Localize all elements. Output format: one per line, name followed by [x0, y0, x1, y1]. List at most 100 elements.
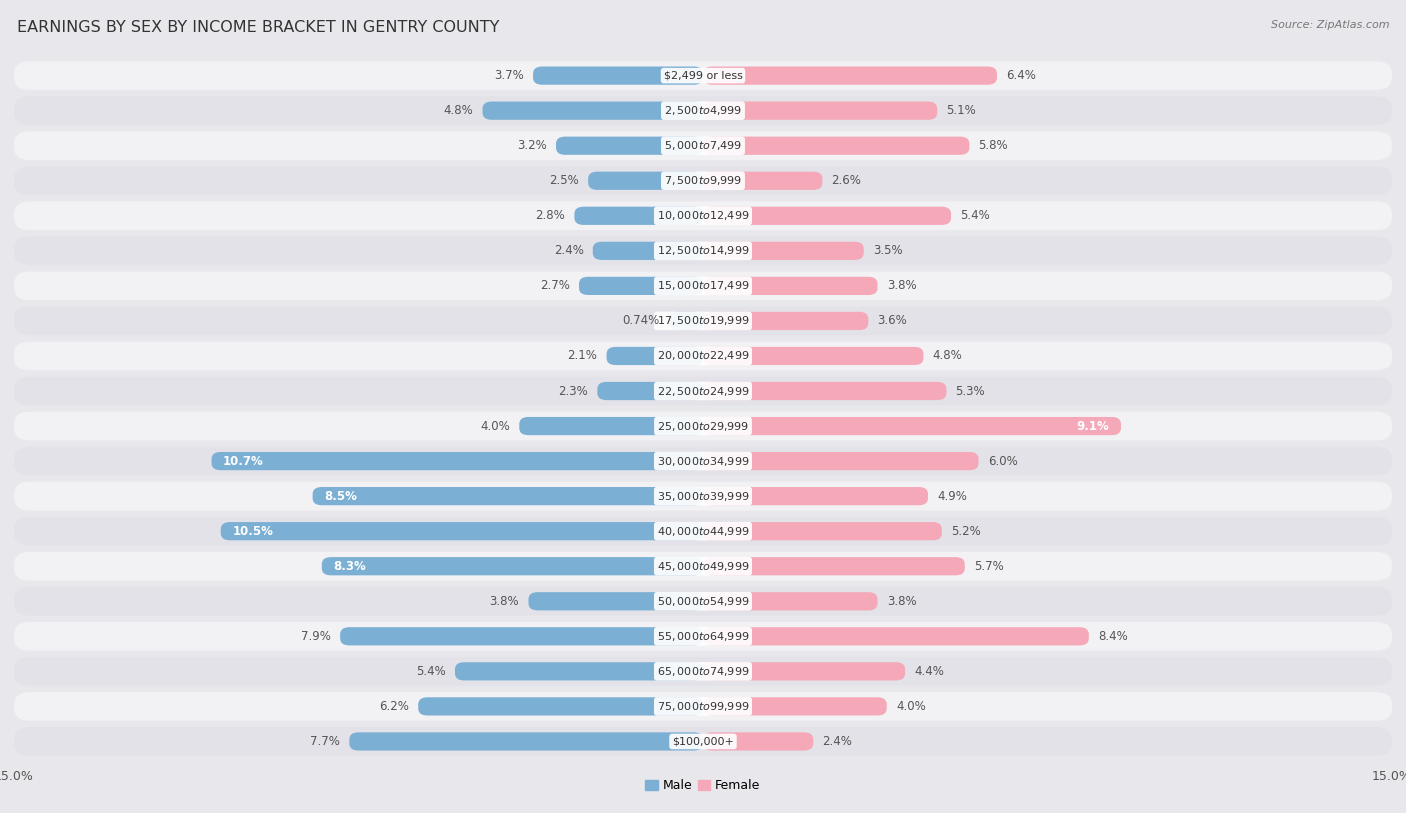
FancyBboxPatch shape — [703, 347, 924, 365]
Text: 6.2%: 6.2% — [380, 700, 409, 713]
FancyBboxPatch shape — [703, 452, 979, 470]
Text: $10,000 to $12,499: $10,000 to $12,499 — [657, 209, 749, 222]
Text: $30,000 to $34,999: $30,000 to $34,999 — [657, 454, 749, 467]
FancyBboxPatch shape — [14, 727, 1392, 756]
FancyBboxPatch shape — [14, 61, 1392, 90]
FancyBboxPatch shape — [579, 276, 703, 295]
Text: 2.8%: 2.8% — [536, 209, 565, 222]
Text: 4.8%: 4.8% — [932, 350, 962, 363]
Text: $65,000 to $74,999: $65,000 to $74,999 — [657, 665, 749, 678]
FancyBboxPatch shape — [14, 132, 1392, 160]
Text: 2.7%: 2.7% — [540, 280, 569, 293]
FancyBboxPatch shape — [703, 67, 997, 85]
Text: $75,000 to $99,999: $75,000 to $99,999 — [657, 700, 749, 713]
FancyBboxPatch shape — [14, 411, 1392, 441]
FancyBboxPatch shape — [349, 733, 703, 750]
FancyBboxPatch shape — [606, 347, 703, 365]
FancyBboxPatch shape — [14, 96, 1392, 125]
Text: 3.7%: 3.7% — [494, 69, 524, 82]
Text: 8.4%: 8.4% — [1098, 630, 1128, 643]
FancyBboxPatch shape — [703, 698, 887, 715]
Text: 4.8%: 4.8% — [444, 104, 474, 117]
Text: 9.1%: 9.1% — [1077, 420, 1109, 433]
Text: 5.3%: 5.3% — [956, 385, 986, 398]
FancyBboxPatch shape — [14, 587, 1392, 615]
FancyBboxPatch shape — [555, 137, 703, 154]
Text: $2,500 to $4,999: $2,500 to $4,999 — [664, 104, 742, 117]
Text: 4.0%: 4.0% — [481, 420, 510, 433]
FancyBboxPatch shape — [14, 552, 1392, 580]
Text: $45,000 to $49,999: $45,000 to $49,999 — [657, 559, 749, 572]
Text: $2,499 or less: $2,499 or less — [664, 71, 742, 80]
Text: $50,000 to $54,999: $50,000 to $54,999 — [657, 595, 749, 608]
Text: 7.9%: 7.9% — [301, 630, 330, 643]
Text: $25,000 to $29,999: $25,000 to $29,999 — [657, 420, 749, 433]
FancyBboxPatch shape — [221, 522, 703, 541]
FancyBboxPatch shape — [456, 663, 703, 680]
Text: $20,000 to $22,499: $20,000 to $22,499 — [657, 350, 749, 363]
FancyBboxPatch shape — [340, 627, 703, 646]
Text: 5.8%: 5.8% — [979, 139, 1008, 152]
FancyBboxPatch shape — [312, 487, 703, 505]
Text: Source: ZipAtlas.com: Source: ZipAtlas.com — [1271, 20, 1389, 30]
FancyBboxPatch shape — [703, 557, 965, 576]
FancyBboxPatch shape — [703, 663, 905, 680]
FancyBboxPatch shape — [533, 67, 703, 85]
Text: 3.2%: 3.2% — [517, 139, 547, 152]
FancyBboxPatch shape — [703, 522, 942, 541]
Text: 6.4%: 6.4% — [1007, 69, 1036, 82]
Text: 4.0%: 4.0% — [896, 700, 925, 713]
FancyBboxPatch shape — [593, 241, 703, 260]
Text: 2.4%: 2.4% — [823, 735, 852, 748]
FancyBboxPatch shape — [703, 627, 1088, 646]
Text: 5.2%: 5.2% — [950, 524, 981, 537]
FancyBboxPatch shape — [703, 241, 863, 260]
Text: $17,500 to $19,999: $17,500 to $19,999 — [657, 315, 749, 328]
FancyBboxPatch shape — [482, 102, 703, 120]
Text: 2.1%: 2.1% — [568, 350, 598, 363]
FancyBboxPatch shape — [703, 102, 938, 120]
Text: 2.3%: 2.3% — [558, 385, 588, 398]
Text: 4.4%: 4.4% — [914, 665, 945, 678]
Text: $40,000 to $44,999: $40,000 to $44,999 — [657, 524, 749, 537]
Text: 5.4%: 5.4% — [960, 209, 990, 222]
Legend: Male, Female: Male, Female — [641, 774, 765, 797]
Text: 4.9%: 4.9% — [938, 489, 967, 502]
Text: $55,000 to $64,999: $55,000 to $64,999 — [657, 630, 749, 643]
FancyBboxPatch shape — [14, 657, 1392, 685]
Text: 3.5%: 3.5% — [873, 245, 903, 258]
FancyBboxPatch shape — [598, 382, 703, 400]
FancyBboxPatch shape — [14, 482, 1392, 511]
FancyBboxPatch shape — [575, 207, 703, 225]
FancyBboxPatch shape — [703, 172, 823, 190]
FancyBboxPatch shape — [669, 312, 703, 330]
Text: 2.5%: 2.5% — [550, 174, 579, 187]
FancyBboxPatch shape — [703, 312, 869, 330]
Text: $100,000+: $100,000+ — [672, 737, 734, 746]
Text: 3.8%: 3.8% — [489, 595, 519, 608]
Text: $12,500 to $14,999: $12,500 to $14,999 — [657, 245, 749, 258]
FancyBboxPatch shape — [14, 622, 1392, 650]
FancyBboxPatch shape — [322, 557, 703, 576]
Text: 0.74%: 0.74% — [623, 315, 659, 328]
Text: $15,000 to $17,499: $15,000 to $17,499 — [657, 280, 749, 293]
FancyBboxPatch shape — [588, 172, 703, 190]
Text: 5.7%: 5.7% — [974, 559, 1004, 572]
Text: EARNINGS BY SEX BY INCOME BRACKET IN GENTRY COUNTY: EARNINGS BY SEX BY INCOME BRACKET IN GEN… — [17, 20, 499, 35]
Text: 8.3%: 8.3% — [333, 559, 366, 572]
FancyBboxPatch shape — [703, 417, 1121, 435]
Text: 5.4%: 5.4% — [416, 665, 446, 678]
FancyBboxPatch shape — [14, 341, 1392, 371]
Text: 8.5%: 8.5% — [323, 489, 357, 502]
FancyBboxPatch shape — [14, 307, 1392, 335]
FancyBboxPatch shape — [14, 376, 1392, 406]
Text: 7.7%: 7.7% — [311, 735, 340, 748]
Text: 6.0%: 6.0% — [988, 454, 1018, 467]
Text: 10.5%: 10.5% — [232, 524, 273, 537]
FancyBboxPatch shape — [529, 592, 703, 611]
FancyBboxPatch shape — [211, 452, 703, 470]
Text: 3.8%: 3.8% — [887, 595, 917, 608]
FancyBboxPatch shape — [703, 137, 969, 154]
Text: $35,000 to $39,999: $35,000 to $39,999 — [657, 489, 749, 502]
FancyBboxPatch shape — [703, 592, 877, 611]
